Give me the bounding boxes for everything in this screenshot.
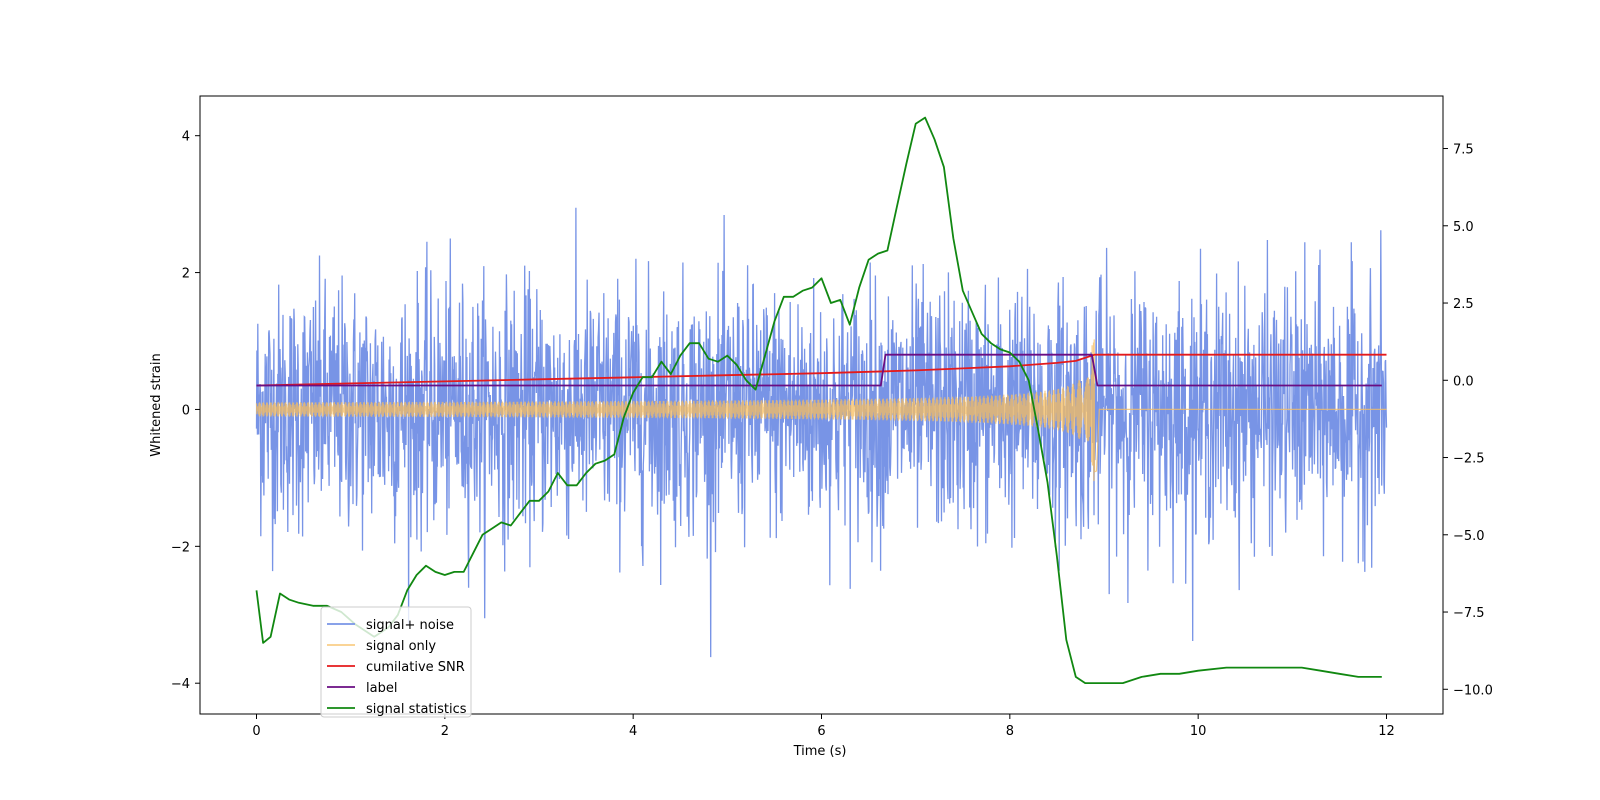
x-tick-label: 6 — [817, 724, 825, 739]
y-axis-left: −4 −2 0 2 4 — [171, 130, 200, 692]
x-tick-label: 8 — [1006, 724, 1014, 739]
legend-label: signal statistics — [366, 702, 467, 717]
x-tick-label: 0 — [252, 724, 260, 739]
series-line-signal-noise — [255, 207, 1388, 658]
series-line-cumulative-snr — [256, 353, 1387, 387]
x-tick-label: 4 — [629, 724, 637, 739]
x-tick-label: 12 — [1378, 724, 1395, 739]
series-line-signal-statistics — [255, 116, 1382, 684]
legend-box — [320, 606, 472, 718]
y2-tick-label: 2.5 — [1453, 297, 1474, 312]
y2-tick-label: 0.0 — [1453, 374, 1474, 389]
legend-label: label — [366, 681, 397, 696]
y-axis-right: −10.0 −7.5 −5.0 −2.5 0.0 2.5 5.0 7.5 — [1443, 143, 1493, 698]
x-tick-label: 10 — [1190, 724, 1207, 739]
x-axis-label: Time (s) — [793, 744, 847, 759]
y-axis-label: Whitened strain — [149, 353, 164, 456]
y2-tick-label: −2.5 — [1453, 452, 1485, 467]
x-axis: 0 2 4 6 8 10 12 — [252, 714, 1395, 739]
y-tick-label: 0 — [182, 403, 190, 418]
y-tick-label: 2 — [182, 267, 190, 282]
y2-tick-label: −7.5 — [1453, 606, 1485, 621]
legend: signal+ noise signal only cumilative SNR la… — [320, 606, 472, 718]
y2-tick-label: 5.0 — [1453, 220, 1474, 235]
y2-tick-label: 7.5 — [1453, 143, 1474, 158]
legend-label: signal only — [366, 639, 436, 654]
series-line-signal-only — [255, 339, 1387, 482]
y-tick-label: −4 — [171, 677, 190, 692]
y2-tick-label: −5.0 — [1453, 529, 1485, 544]
y-tick-label: −2 — [171, 540, 190, 555]
x-tick-label: 2 — [441, 724, 449, 739]
series-line-label — [256, 353, 1382, 387]
series-layer — [255, 116, 1388, 684]
legend-label: signal+ noise — [366, 618, 454, 633]
legend-label: cumilative SNR — [366, 660, 465, 675]
y-tick-label: 4 — [182, 130, 190, 145]
y2-tick-label: −10.0 — [1453, 683, 1493, 698]
